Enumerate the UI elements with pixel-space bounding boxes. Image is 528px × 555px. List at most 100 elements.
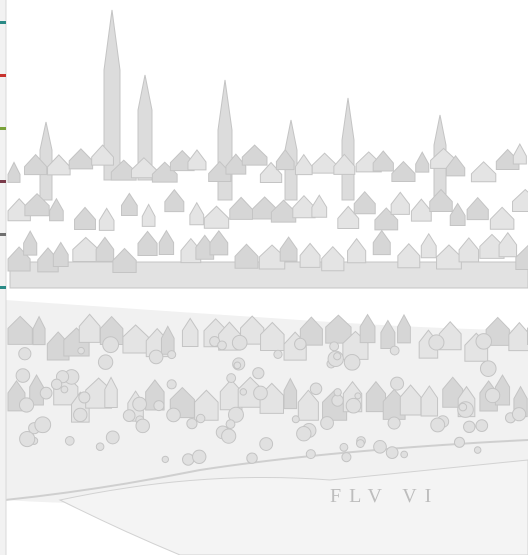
- tree: [291, 415, 300, 424]
- house: [397, 243, 421, 269]
- tree: [253, 385, 268, 401]
- tower: [39, 121, 53, 201]
- house: [98, 207, 115, 231]
- house: [208, 160, 232, 183]
- house: [122, 324, 149, 354]
- river: [58, 459, 528, 555]
- house: [299, 242, 321, 268]
- tree: [339, 442, 349, 452]
- house: [7, 315, 33, 345]
- house: [32, 315, 46, 346]
- house: [74, 206, 96, 230]
- tree: [305, 449, 316, 460]
- house: [78, 313, 101, 343]
- menu-marker: [0, 21, 6, 24]
- house: [141, 203, 156, 227]
- tree: [19, 430, 36, 448]
- menu-marker: [0, 180, 6, 183]
- house: [466, 196, 489, 221]
- house: [241, 144, 268, 166]
- house: [112, 247, 137, 273]
- house: [195, 234, 215, 260]
- house: [337, 205, 360, 229]
- menu-marker: [0, 74, 6, 77]
- tree: [78, 391, 91, 404]
- tree: [473, 446, 482, 454]
- house: [365, 380, 387, 413]
- tree: [233, 361, 242, 370]
- tree: [64, 435, 75, 446]
- tree: [296, 426, 312, 442]
- tree: [331, 394, 344, 407]
- tree: [354, 392, 362, 400]
- tree: [231, 334, 248, 351]
- house: [240, 315, 265, 345]
- house: [449, 202, 466, 226]
- tree: [77, 346, 85, 355]
- house: [353, 190, 376, 215]
- tree: [479, 360, 497, 377]
- house: [485, 316, 510, 346]
- house: [47, 154, 71, 176]
- river-bank: [4, 439, 528, 501]
- tree: [294, 337, 307, 351]
- house: [7, 161, 21, 183]
- house: [234, 243, 259, 269]
- house: [397, 313, 411, 344]
- house: [410, 198, 432, 222]
- tree: [475, 333, 492, 350]
- house: [23, 230, 38, 256]
- tree: [239, 388, 248, 396]
- tree: [475, 419, 489, 432]
- tree: [166, 407, 181, 423]
- house: [49, 197, 64, 222]
- house: [479, 233, 505, 259]
- tree: [225, 419, 236, 430]
- tree: [390, 376, 405, 391]
- tree: [252, 367, 265, 380]
- tree: [195, 413, 206, 424]
- city-view: [4, 9, 528, 555]
- house: [458, 237, 480, 263]
- house: [203, 205, 230, 229]
- house: [391, 160, 416, 183]
- tree: [389, 345, 400, 356]
- tree: [463, 420, 476, 434]
- house: [99, 315, 124, 346]
- tree: [166, 379, 177, 390]
- house: [299, 316, 323, 346]
- house: [311, 194, 328, 218]
- house: [187, 149, 207, 171]
- tree: [39, 386, 53, 400]
- tree: [259, 437, 274, 451]
- tree: [15, 368, 31, 383]
- house: [515, 244, 528, 270]
- tree: [221, 428, 237, 444]
- tree: [105, 430, 120, 445]
- house: [420, 232, 437, 259]
- house: [52, 241, 69, 267]
- house: [436, 244, 462, 270]
- house: [258, 244, 286, 270]
- tree: [50, 378, 63, 390]
- tree: [60, 385, 69, 394]
- house: [489, 206, 515, 230]
- house: [399, 384, 422, 416]
- house: [72, 236, 100, 262]
- house: [512, 188, 528, 213]
- house: [445, 155, 466, 177]
- house: [333, 153, 356, 175]
- house: [181, 317, 199, 347]
- house: [24, 193, 50, 217]
- tree: [246, 452, 258, 464]
- house: [225, 153, 247, 175]
- house: [297, 389, 319, 421]
- house: [321, 245, 345, 272]
- house: [29, 374, 44, 406]
- tree: [484, 387, 501, 404]
- tree: [329, 341, 340, 352]
- tower: [137, 74, 153, 181]
- house: [415, 151, 430, 173]
